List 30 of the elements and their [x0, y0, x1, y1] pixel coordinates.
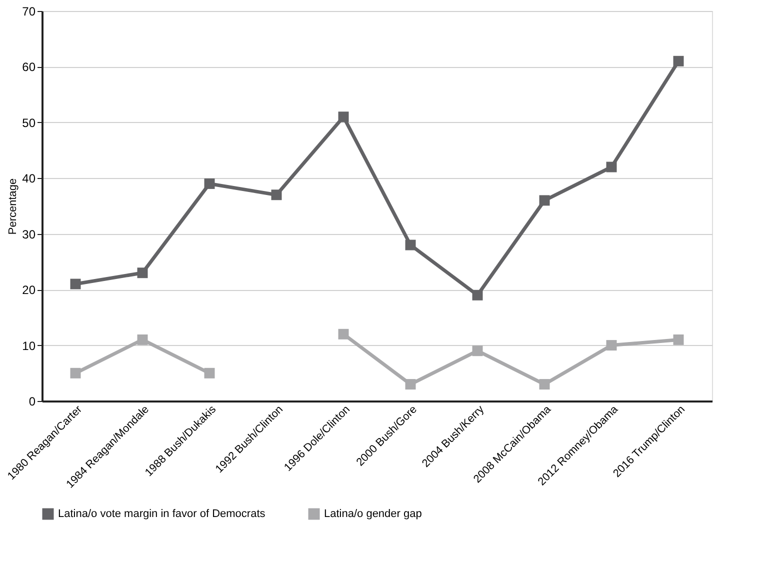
point	[673, 334, 684, 345]
point	[673, 56, 684, 66]
y-axis-title: Percentage	[7, 178, 20, 235]
point	[472, 290, 483, 300]
point	[539, 379, 550, 390]
point	[137, 268, 148, 278]
point	[137, 334, 148, 345]
point	[472, 346, 483, 356]
y-tick-label: 30	[22, 227, 36, 242]
legend-label: Latina/o vote margin in favor of Democrats	[58, 508, 266, 520]
y-tick-label: 50	[22, 116, 36, 130]
point	[338, 112, 349, 122]
point	[204, 178, 215, 189]
point	[70, 278, 81, 290]
y-tick-label: 20	[22, 283, 36, 298]
y-tick-label: 60	[22, 60, 36, 74]
point	[539, 195, 550, 206]
point	[338, 328, 349, 340]
point	[204, 368, 215, 378]
point	[70, 368, 81, 378]
legend-label: Latina/o gender gap	[324, 508, 422, 520]
point	[405, 240, 416, 250]
point	[606, 340, 617, 351]
point	[271, 190, 282, 200]
y-tick-label: 0	[28, 394, 36, 408]
y-tick-label: 10	[22, 338, 36, 353]
y-tick-label: 40	[22, 172, 36, 186]
point	[405, 379, 416, 390]
point	[606, 162, 617, 172]
y-tick-label: 70	[22, 4, 36, 18]
